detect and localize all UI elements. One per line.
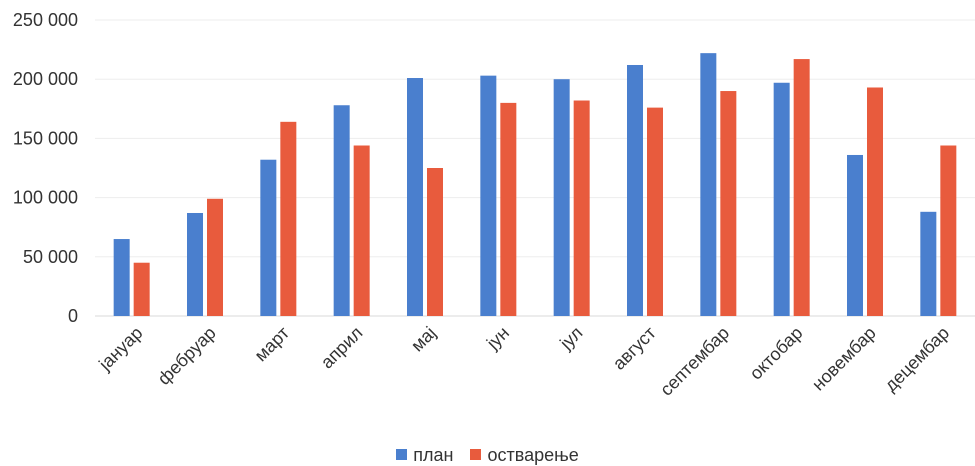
bar-actual [280,121,297,316]
bar-plan [187,212,203,316]
bar-plan [773,82,790,316]
x-category-label: август [609,323,660,374]
bar-actual [207,198,223,316]
bar-actual [647,107,663,316]
bar-actual [353,145,370,316]
x-category-label: октобар [746,323,807,384]
legend-item-plan: план [396,445,453,465]
bar-actual [573,100,590,317]
bar-plan [553,79,570,316]
bar-actual [793,59,810,317]
x-category-label: април [317,323,367,373]
y-tick-label: 150 000 [13,128,78,148]
bar-actual [133,262,150,316]
legend-label-plan: план [413,444,454,465]
bar-actual [720,91,737,316]
y-tick-label: 100 000 [13,188,78,208]
x-category-label: мај [407,323,440,356]
y-tick-label: 50 000 [23,247,78,267]
x-category-label: фебруар [154,323,220,389]
bar-actual [867,87,883,316]
legend-label-actual: остварење [487,444,579,465]
x-category-label: септембар [656,323,733,400]
bar-plan [480,75,497,316]
bar-plan [627,64,643,316]
bar-plan [407,78,423,317]
x-category-label: јун [482,323,513,354]
x-category-label: март [251,323,294,366]
x-category-label: новембар [808,323,880,395]
bar-plan [920,211,937,316]
bar-plan [847,154,863,316]
x-category-label: јануар [94,323,146,375]
bar-plan [333,105,350,316]
x-category-label: децембар [881,323,954,396]
bar-plan [113,239,130,316]
bar-plan [700,53,717,316]
x-category-label: јул [555,323,586,354]
legend: план остварење [0,444,975,465]
bar-plan [260,159,277,316]
bar-actual [940,145,957,316]
bar-actual [500,102,517,316]
y-tick-label: 0 [68,306,78,326]
y-tick-label: 250 000 [13,10,78,30]
gridlines [95,19,975,317]
bar-chart: 0 50 000 100 000 150 000 200 000 250 000 јану… [13,10,975,400]
y-tick-label: 200 000 [13,69,78,89]
bar-actual [427,168,443,316]
legend-swatch-plan [396,449,408,460]
bars [113,53,957,317]
legend-item-actual: остварење [470,444,579,465]
legend-swatch-actual [470,449,482,460]
y-axis-ticks: 0 50 000 100 000 150 000 200 000 250 000 [13,10,78,326]
x-axis-labels: јануар фебруар март април мај јун јул августсеп… [94,323,953,400]
